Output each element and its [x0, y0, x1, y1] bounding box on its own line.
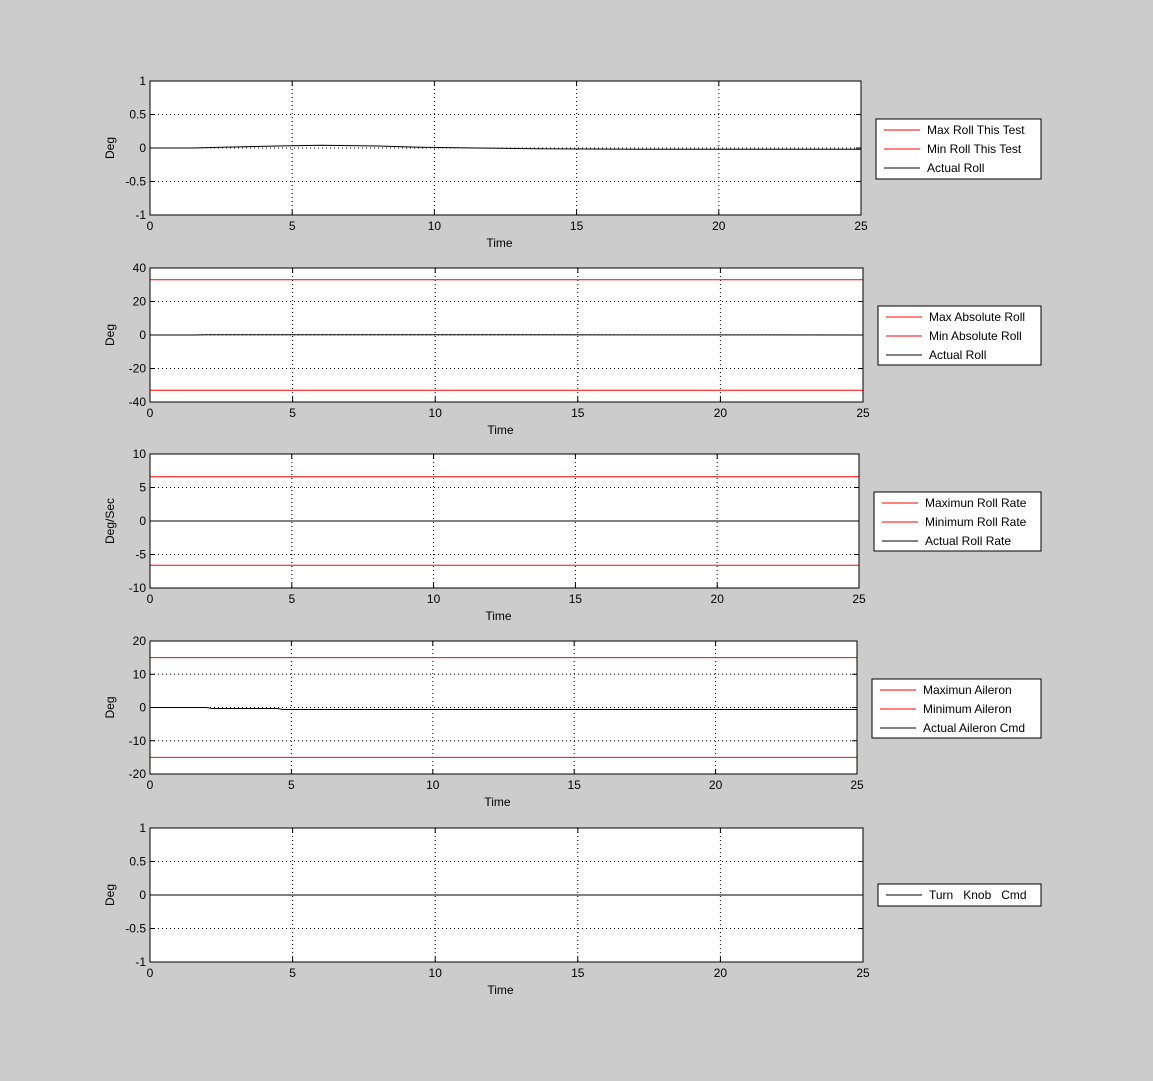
legend: Turn Knob Cmd: [877, 883, 1042, 907]
x-tick-label: 15: [568, 778, 582, 792]
x-tick-label: 0: [147, 966, 154, 980]
x-tick-label: 20: [712, 219, 726, 233]
legend-label: Maximun Aileron: [923, 683, 1012, 697]
x-tick-label: 20: [711, 592, 725, 606]
subplot-1: 0 5 10 15 20 25 -1 -0.5 0 0.5 1 Time Deg Max Roll Thi…: [103, 74, 1042, 250]
y-tick-label: 10: [133, 447, 147, 461]
x-tick-label: 25: [856, 406, 870, 420]
x-axis-label: Time: [484, 795, 511, 809]
legend: Max Absolute Roll Min Absolute Roll Actual…: [877, 305, 1042, 366]
x-tick-label: 5: [289, 966, 296, 980]
subplot-3: 0 5 10 15 20 25 -10 -5 0 5 10 Time Deg/Sec Maximun Ro…: [103, 447, 1042, 623]
legend-label: Min Absolute Roll: [929, 329, 1022, 343]
x-axis-label: Time: [487, 423, 514, 437]
x-tick-label: 10: [429, 966, 443, 980]
x-tick-label: 15: [571, 966, 585, 980]
y-tick-label: 40: [133, 261, 147, 275]
x-tick-label: 0: [147, 219, 154, 233]
y-tick-label: -5: [135, 548, 146, 562]
x-tick-label: 10: [429, 406, 443, 420]
y-axis-label: Deg/Sec: [103, 498, 117, 544]
x-tick-label: 0: [147, 406, 154, 420]
series-line: [150, 144, 861, 150]
legend-label: Min Roll This Test: [927, 142, 1022, 156]
y-tick-label: 0.5: [129, 855, 146, 869]
x-axis-label: Time: [486, 236, 513, 250]
legend-label: Minimum Aileron: [923, 702, 1012, 716]
y-tick-label: 10: [133, 667, 147, 681]
y-tick-label: -10: [129, 734, 147, 748]
legend-label: Maximun Roll Rate: [925, 496, 1027, 510]
series-line: [150, 707, 857, 710]
y-tick-label: 5: [139, 481, 146, 495]
x-tick-label: 15: [571, 406, 585, 420]
x-tick-label: 20: [709, 778, 723, 792]
y-tick-label: 0: [139, 514, 146, 528]
y-tick-label: 0: [139, 701, 146, 715]
y-tick-label: 0.5: [129, 108, 146, 122]
legend-label: Actual Aileron Cmd: [923, 721, 1025, 735]
subplot-4: 0 5 10 15 20 25 -20 -10 0 10 20 Time Deg Maximun Aile…: [103, 634, 1042, 809]
y-tick-label: -1: [135, 955, 146, 969]
x-tick-label: 25: [852, 592, 866, 606]
x-tick-label: 5: [288, 778, 295, 792]
legend: Maximun Aileron Minimum Aileron Actual Ail…: [871, 678, 1042, 739]
subplot-5: 0 5 10 15 20 25 -1 -0.5 0 0.5 1 Time Deg Turn Knob Cm…: [103, 821, 1042, 997]
legend-label: Actual Roll: [927, 161, 984, 175]
legend-label: Minimum Roll Rate: [925, 515, 1027, 529]
x-tick-label: 15: [569, 592, 583, 606]
subplot-2: 0 5 10 15 20 25 -40 -20 0 20 40 Time Deg Max Absolute…: [103, 261, 1042, 437]
y-tick-label: 0: [139, 141, 146, 155]
y-tick-label: -10: [129, 581, 147, 595]
legend-label: Max Absolute Roll: [929, 310, 1025, 324]
legend-label: Max Roll This Test: [927, 123, 1025, 137]
legend: Maximun Roll Rate Minimum Roll Rate Actual…: [873, 491, 1042, 552]
legend-label: Actual Roll: [929, 348, 986, 362]
x-tick-label: 15: [570, 219, 584, 233]
y-tick-label: 20: [133, 295, 147, 309]
y-tick-label: 0: [139, 328, 146, 342]
x-axis-label: Time: [487, 983, 514, 997]
legend-box: [877, 883, 1042, 907]
y-axis-label: Deg: [103, 137, 117, 159]
legend-label: Turn Knob Cmd: [929, 888, 1027, 902]
legend-label: Actual Roll Rate: [925, 534, 1011, 548]
y-tick-label: 0: [139, 888, 146, 902]
y-axis-label: Deg: [103, 884, 117, 906]
y-tick-label: 1: [139, 821, 146, 835]
x-tick-label: 25: [856, 966, 870, 980]
x-tick-label: 5: [289, 219, 296, 233]
y-axis-label: Deg: [103, 696, 117, 718]
x-tick-label: 20: [714, 406, 728, 420]
y-tick-label: -0.5: [125, 922, 146, 936]
y-tick-label: -1: [135, 208, 146, 222]
y-tick-label: 1: [139, 74, 146, 88]
y-tick-label: -20: [129, 767, 147, 781]
plot-area: [150, 641, 857, 774]
x-tick-label: 0: [147, 592, 154, 606]
y-axis-label: Deg: [103, 324, 117, 346]
x-tick-label: 5: [288, 592, 295, 606]
x-tick-label: 5: [289, 406, 296, 420]
x-axis-label: Time: [485, 609, 512, 623]
x-tick-label: 25: [850, 778, 864, 792]
x-tick-label: 10: [426, 778, 440, 792]
y-tick-label: -20: [129, 362, 147, 376]
y-tick-label: 20: [133, 634, 147, 648]
legend: Max Roll This Test Min Roll This Test Actu…: [875, 118, 1042, 180]
x-tick-label: 20: [714, 966, 728, 980]
x-tick-label: 0: [147, 778, 154, 792]
x-tick-label: 10: [427, 592, 441, 606]
y-tick-label: -0.5: [125, 175, 146, 189]
x-tick-label: 10: [428, 219, 442, 233]
y-tick-label: -40: [129, 395, 147, 409]
x-tick-label: 25: [854, 219, 868, 233]
